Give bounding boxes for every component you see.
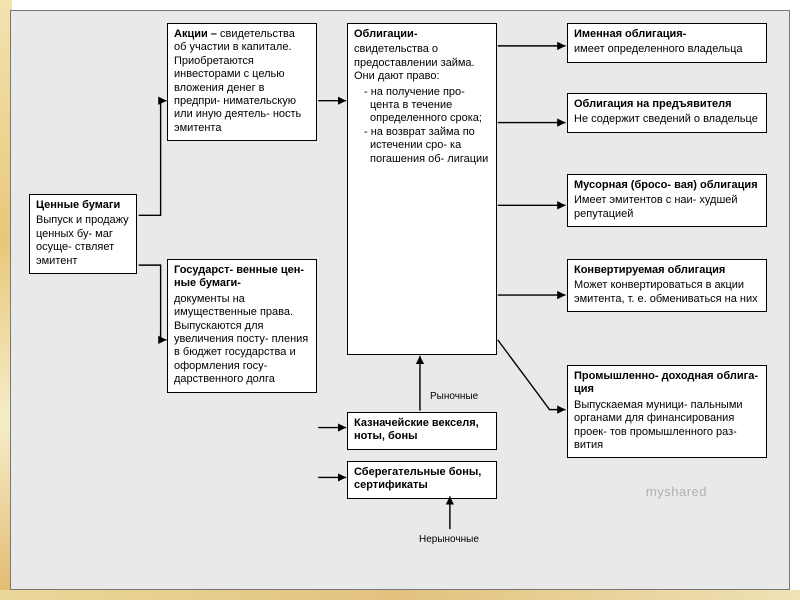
node-stocks-title: Акции – — [174, 28, 217, 40]
node-savings-title: Сберегательные боны, сертификаты — [354, 466, 481, 491]
node-junk: Мусорная (бросо- вая) облигация Имеет эм… — [567, 174, 767, 227]
node-root: Ценные бумаги Выпуск и продажу ценных бу… — [29, 194, 137, 274]
node-stocks-body: свидетельства об участии в капитале. При… — [174, 28, 301, 134]
node-root-title: Ценные бумаги — [36, 199, 120, 211]
node-root-body: Выпуск и продажу ценных бу- маг осуще- с… — [36, 214, 130, 268]
node-named-title: Именная облигация- — [574, 28, 686, 40]
node-conv: Конвертируемая облигация Может конвертир… — [567, 259, 767, 312]
node-bonds: Облигации- свидетельства о предоставлени… — [347, 23, 497, 355]
watermark-text: myshared — [646, 484, 707, 499]
node-junk-body: Имеет эмитентов с наи- худшей репутацией — [574, 194, 760, 221]
diagram-frame: Ценные бумаги Выпуск и продажу ценных бу… — [10, 10, 790, 590]
decorative-bottom-stripe — [0, 590, 800, 600]
node-savings: Сберегательные боны, сертификаты — [347, 461, 497, 499]
node-named-body: имеет определенного владельца — [574, 43, 760, 56]
node-gov: Государст- венные цен- ные бумаги- докум… — [167, 259, 317, 393]
node-treasury-title: Казначейские векселя, ноты, боны — [354, 417, 479, 442]
node-bonds-bullet: на возврат займа по истечении сро- ка по… — [364, 126, 490, 166]
label-market: Рыночные — [430, 391, 478, 402]
node-bonds-bullet: на получение про- цента в течение опреде… — [364, 86, 490, 126]
node-stocks: Акции – свидетельства об участии в капит… — [167, 23, 317, 141]
node-gov-title: Государст- венные цен- ные бумаги- — [174, 264, 304, 289]
label-nonmarket: Нерыночные — [419, 534, 479, 545]
node-bearer-title: Облигация на предъявителя — [574, 98, 732, 110]
node-bonds-intro: свидетельства о предоставлении займа. Он… — [354, 43, 490, 83]
node-treasury: Казначейские векселя, ноты, боны — [347, 412, 497, 450]
node-bonds-title: Облигации- — [354, 28, 417, 40]
node-conv-body: Может конвертироваться в акции эмитента,… — [574, 279, 760, 306]
node-named: Именная облигация- имеет определенного в… — [567, 23, 767, 63]
node-indust-title: Промышленно- доходная облига- ция — [574, 370, 758, 395]
node-indust: Промышленно- доходная облига- ция Выпуск… — [567, 365, 767, 458]
node-bearer-body: Не содержит сведений о владельце — [574, 113, 760, 126]
diagram-canvas: Ценные бумаги Выпуск и продажу ценных бу… — [0, 0, 800, 600]
node-junk-title: Мусорная (бросо- вая) облигация — [574, 179, 758, 191]
node-bearer: Облигация на предъявителя Не содержит св… — [567, 93, 767, 133]
node-bonds-bullets: на получение про- цента в течение опреде… — [354, 86, 490, 166]
node-conv-title: Конвертируемая облигация — [574, 264, 725, 276]
node-gov-body: документы на имущественные права. Выпуск… — [174, 293, 310, 387]
node-indust-body: Выпускаемая муници- пальными органами дл… — [574, 399, 760, 453]
